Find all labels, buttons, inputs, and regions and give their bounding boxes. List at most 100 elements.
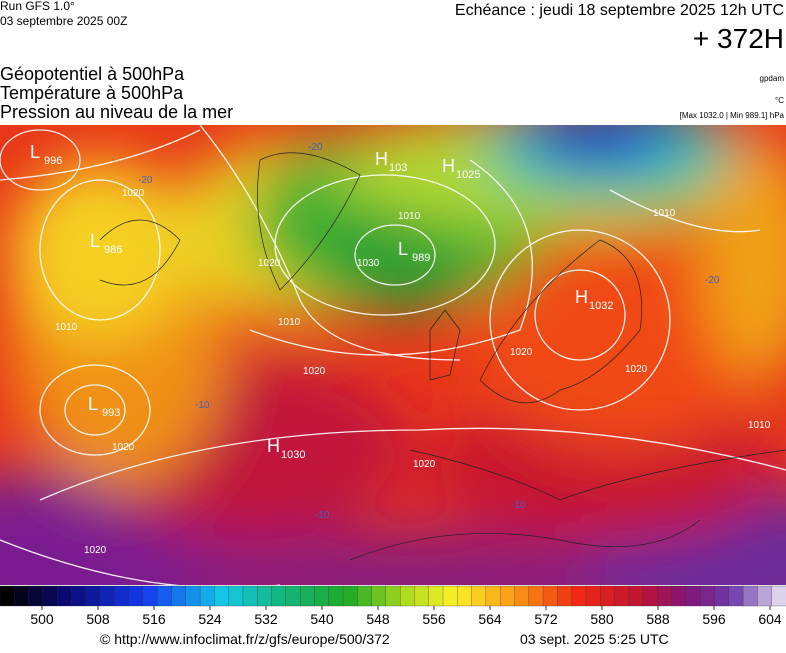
unit-label: [Max 1032.0 | Min 989.1] hPa: [680, 111, 785, 120]
colorbar-swatch: [199, 585, 216, 607]
pressure-center-value: 103: [389, 162, 407, 174]
colorbar-swatch: [28, 585, 44, 607]
pressure-center-kind: L: [88, 394, 98, 414]
run-label: Run GFS 1.0°: [0, 0, 75, 13]
field-name: Pression au niveau de la mer: [0, 102, 233, 122]
pressure-center-value: 989: [412, 252, 430, 264]
colorbar: 500 508 516 524 532 540 548 556 564 572 580 588 596 6…: [0, 585, 786, 627]
colorbar-swatch: [557, 585, 573, 607]
colorbar-swatch: [114, 585, 130, 607]
isobar-label: 1010: [398, 211, 421, 222]
colorbar-swatch: [299, 585, 316, 607]
colorbar-swatch: [600, 585, 616, 607]
colorbar-swatch: [414, 585, 430, 607]
pressure-center-value: 1025: [456, 169, 480, 181]
colorbar-swatch: [428, 585, 444, 607]
colorbar-swatch: [57, 585, 73, 607]
colorbar-label: 540: [310, 611, 334, 627]
temperature-label: -10: [315, 510, 330, 521]
pressure-center-kind: L: [30, 142, 40, 162]
isobar-label: 1020: [625, 364, 648, 375]
colorbar-swatch: [0, 585, 15, 607]
colorbar-swatch: [728, 585, 744, 607]
colorbar-swatch: [371, 585, 387, 607]
pressure-center-kind: H: [375, 149, 388, 169]
timestamp: 03 sept. 2025 5:25 UTC: [520, 631, 669, 647]
colorbar-label: 500: [30, 611, 54, 627]
colorbar-swatch: [757, 585, 773, 607]
colorbar-swatch: [628, 585, 644, 607]
colorbar-label: 596: [702, 611, 726, 627]
temperature-label: -10: [195, 400, 210, 411]
colorbar-swatch: [142, 585, 158, 607]
isobar-label: 1010: [748, 420, 771, 431]
isobar-label: 1020: [84, 545, 107, 556]
colorbar-swatch: [742, 585, 759, 607]
colorbar-swatch: [14, 585, 30, 607]
colorbar-swatch: [128, 585, 144, 607]
colorbar-swatch: [657, 585, 673, 607]
isobar-label: 1030: [357, 258, 380, 269]
colorbar-swatch: [542, 585, 558, 607]
pressure-center-kind: H: [442, 156, 455, 176]
temperature-label: -20: [308, 142, 323, 153]
pressure-center-value: 986: [104, 244, 122, 256]
colorbar-swatch: [485, 585, 501, 607]
isobar-label: 1020: [303, 366, 326, 377]
colorbar-swatch: [271, 585, 287, 607]
pressure-center-kind: H: [575, 287, 588, 307]
colorbar-swatch: [671, 585, 687, 607]
isobar-label: 1020: [413, 459, 436, 470]
colorbar-swatch: [357, 585, 373, 607]
colorbar-swatch: [71, 585, 87, 607]
pressure-center-kind: L: [398, 239, 408, 259]
colorbar-swatch: [399, 585, 416, 607]
colorbar-swatch: [314, 585, 330, 607]
colorbar-swatch: [642, 585, 659, 607]
colorbar-swatch: [42, 585, 58, 607]
colorbar-swatch: [700, 585, 716, 607]
field-name: Température à 500hPa: [0, 83, 184, 103]
temperature-label: -20: [705, 275, 720, 286]
colorbar-swatch: [242, 585, 258, 607]
colorbar-label: 604: [758, 611, 782, 627]
isobar-label: 1010: [278, 317, 301, 328]
colorbar-label: 580: [590, 611, 614, 627]
colorbar-swatch: [157, 585, 173, 607]
temperature-label: -20: [138, 175, 153, 186]
colorbar-swatch: [99, 585, 115, 607]
run-date: 03 septembre 2025 00Z: [0, 14, 127, 28]
colorbar-label: 588: [646, 611, 670, 627]
colorbar-swatch: [185, 585, 201, 607]
colorbar-label: 508: [86, 611, 110, 627]
colorbar-swatch: [614, 585, 630, 607]
valid-time: Echéance : jeudi 18 septembre 2025 12h U…: [455, 2, 784, 19]
isobar-label: 1010: [55, 322, 78, 333]
colorbar-swatch: [471, 585, 487, 607]
colorbar-label: 564: [478, 611, 502, 627]
colorbar-label: 516: [142, 611, 166, 627]
source: © http://www.infoclimat.fr/z/gfs/europe/…: [100, 631, 390, 647]
colorbar-swatch: [571, 585, 587, 607]
colorbar-swatch: [285, 585, 301, 607]
isobar-label: 1020: [112, 442, 135, 453]
pressure-center-kind: H: [267, 436, 280, 456]
temperature-label: -10: [511, 500, 526, 511]
colorbar-swatch: [257, 585, 273, 607]
field-name: Géopotentiel à 500hPa: [0, 64, 185, 84]
colorbar-label: 572: [534, 611, 558, 627]
colorbar-swatch: [342, 585, 358, 607]
colorbar-swatch: [500, 585, 516, 607]
colorbar-swatch: [214, 585, 230, 607]
colorbar-label: 532: [254, 611, 278, 627]
pressure-center-value: 1032: [589, 300, 613, 312]
pressure-center-value: 1030: [281, 449, 305, 461]
colorbar-swatch: [585, 585, 601, 607]
colorbar-swatch: [385, 585, 401, 607]
isobar-label: 1010: [653, 208, 676, 219]
colorbar-swatch: [171, 585, 187, 607]
unit-label: °C: [775, 96, 784, 105]
field-background: [0, 125, 786, 585]
colorbar-label: 548: [366, 611, 390, 627]
